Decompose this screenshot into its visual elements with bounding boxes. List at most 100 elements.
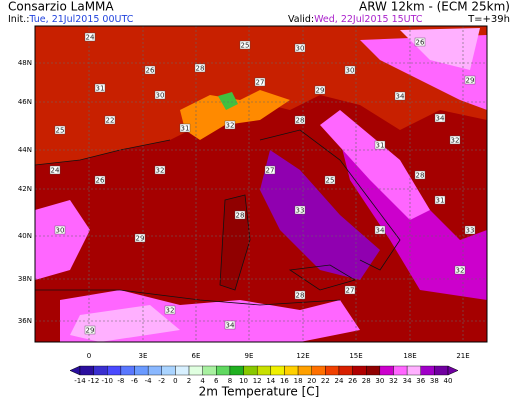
station-box — [224, 120, 236, 130]
station-box — [54, 225, 66, 235]
colorbar-swatch — [188, 365, 203, 376]
station-value: 31 — [96, 85, 105, 93]
station-value: 34 — [436, 115, 445, 123]
station-box — [294, 115, 306, 125]
axes: 48N 46N 44N 42N 40N 38N 36N 0 3E 6E 9E 12E 15E 18E 21E — [18, 59, 470, 360]
station-value: 29 — [86, 327, 95, 335]
station-box — [49, 165, 61, 175]
station-value: 30 — [56, 227, 65, 235]
colorbar-swatch — [202, 365, 217, 376]
colorbar-tick-label: 24 — [335, 377, 344, 385]
colorbar-tick-label: 38 — [430, 377, 439, 385]
alps-warm — [180, 90, 290, 140]
lat-label: 48N — [18, 59, 32, 67]
station-box — [144, 65, 156, 75]
init-label: Init.: — [8, 14, 29, 25]
colorbar-tick-label: 16 — [280, 377, 289, 385]
africa-hotter — [70, 305, 180, 342]
colorbar-swatch — [393, 365, 408, 376]
station-box — [314, 85, 326, 95]
colorbar-tick-label: 12 — [253, 377, 262, 385]
valid-line: Valid:Wed, 22Jul2015 15UTC — [288, 14, 423, 25]
colorbar-swatch — [216, 365, 231, 376]
station-value: 31 — [376, 142, 385, 150]
colorbar-tick-label: 8 — [228, 377, 232, 385]
station-value: 32 — [456, 267, 465, 275]
station-value: 29 — [466, 77, 475, 85]
station-box — [344, 285, 356, 295]
tyrrhenian — [260, 150, 380, 280]
station-value: 27 — [256, 79, 265, 87]
station-box — [324, 175, 336, 185]
station-box — [264, 165, 276, 175]
station-box — [94, 83, 106, 93]
station-box — [294, 205, 306, 215]
lat-label: 46N — [18, 98, 32, 106]
station-box — [294, 290, 306, 300]
station-box — [134, 233, 146, 243]
colorbar-swatch — [147, 365, 162, 376]
station-box — [454, 265, 466, 275]
colorbar-swatch — [379, 365, 394, 376]
spain-hot — [35, 200, 90, 280]
station-value: 24 — [86, 34, 95, 42]
colorbar-tick-label: -12 — [88, 377, 99, 385]
station-box — [374, 225, 386, 235]
colorbar-tick-label: 40 — [444, 377, 453, 385]
lat-label: 36N — [18, 317, 32, 325]
station-box — [94, 175, 106, 185]
coastline — [35, 129, 401, 306]
colorbar-tick-label: 22 — [321, 377, 330, 385]
station-value: 33 — [296, 207, 305, 215]
station-value: 30 — [156, 92, 165, 100]
colorbar-swatch — [229, 365, 244, 376]
valid-label: Valid: — [288, 14, 314, 25]
station-box — [374, 140, 386, 150]
station-value: 32 — [226, 122, 235, 130]
colorbar: -14 -12 -10 -8 -6 -4 -2 0 2 4 6 8 10 12 14 16 18 20 22 24 26… — [69, 365, 459, 385]
colorbar-swatch — [243, 365, 258, 376]
station-box — [84, 325, 96, 335]
station-value: 28 — [236, 212, 245, 220]
colorbar-tick-label: -10 — [102, 377, 113, 385]
station-box — [54, 125, 66, 135]
colorbar-tick-label: 2 — [187, 377, 191, 385]
init-date: Tue, 21Jul2015 00UTC — [28, 14, 133, 25]
station-value: 30 — [346, 67, 355, 75]
lat-label: 42N — [18, 185, 32, 193]
station-value: 33 — [466, 227, 475, 235]
init-line: Init.:Tue, 21Jul2015 00UTC — [8, 14, 134, 25]
lead-time: T=+39h — [467, 14, 510, 25]
station-box — [224, 320, 236, 330]
colorbar-swatch — [311, 365, 326, 376]
map-frame — [34, 25, 488, 343]
station-box — [154, 90, 166, 100]
lat-label: 44N — [18, 146, 32, 154]
colorbar-tick-label: 0 — [173, 377, 177, 385]
graticule — [35, 26, 487, 342]
lon-label: 3E — [139, 352, 148, 360]
lon-label: 12E — [296, 352, 309, 360]
station-value: 28 — [196, 65, 205, 73]
station-value: 22 — [106, 117, 115, 125]
station-box — [414, 37, 426, 47]
stations: 24 26 28 25 30 30 26 29 34 32 31 30 27 29 34 25 22 31 32 28… — [49, 32, 476, 335]
valid-date: Wed, 22Jul2015 15UTC — [314, 14, 423, 25]
colorbar-tick-label: 6 — [214, 377, 219, 385]
station-value: 24 — [51, 167, 60, 175]
colorbar-swatch — [93, 365, 108, 376]
lat-label: 38N — [18, 275, 32, 283]
station-value: 27 — [346, 287, 355, 295]
lon-label: 0 — [87, 352, 91, 360]
lat-label: 40N — [18, 232, 32, 240]
station-box — [179, 123, 191, 133]
station-value: 26 — [416, 39, 425, 47]
station-box — [164, 305, 176, 315]
colorbar-swatch — [161, 365, 176, 376]
station-box — [234, 210, 246, 220]
lon-label: 15E — [349, 352, 362, 360]
station-box — [84, 32, 96, 42]
